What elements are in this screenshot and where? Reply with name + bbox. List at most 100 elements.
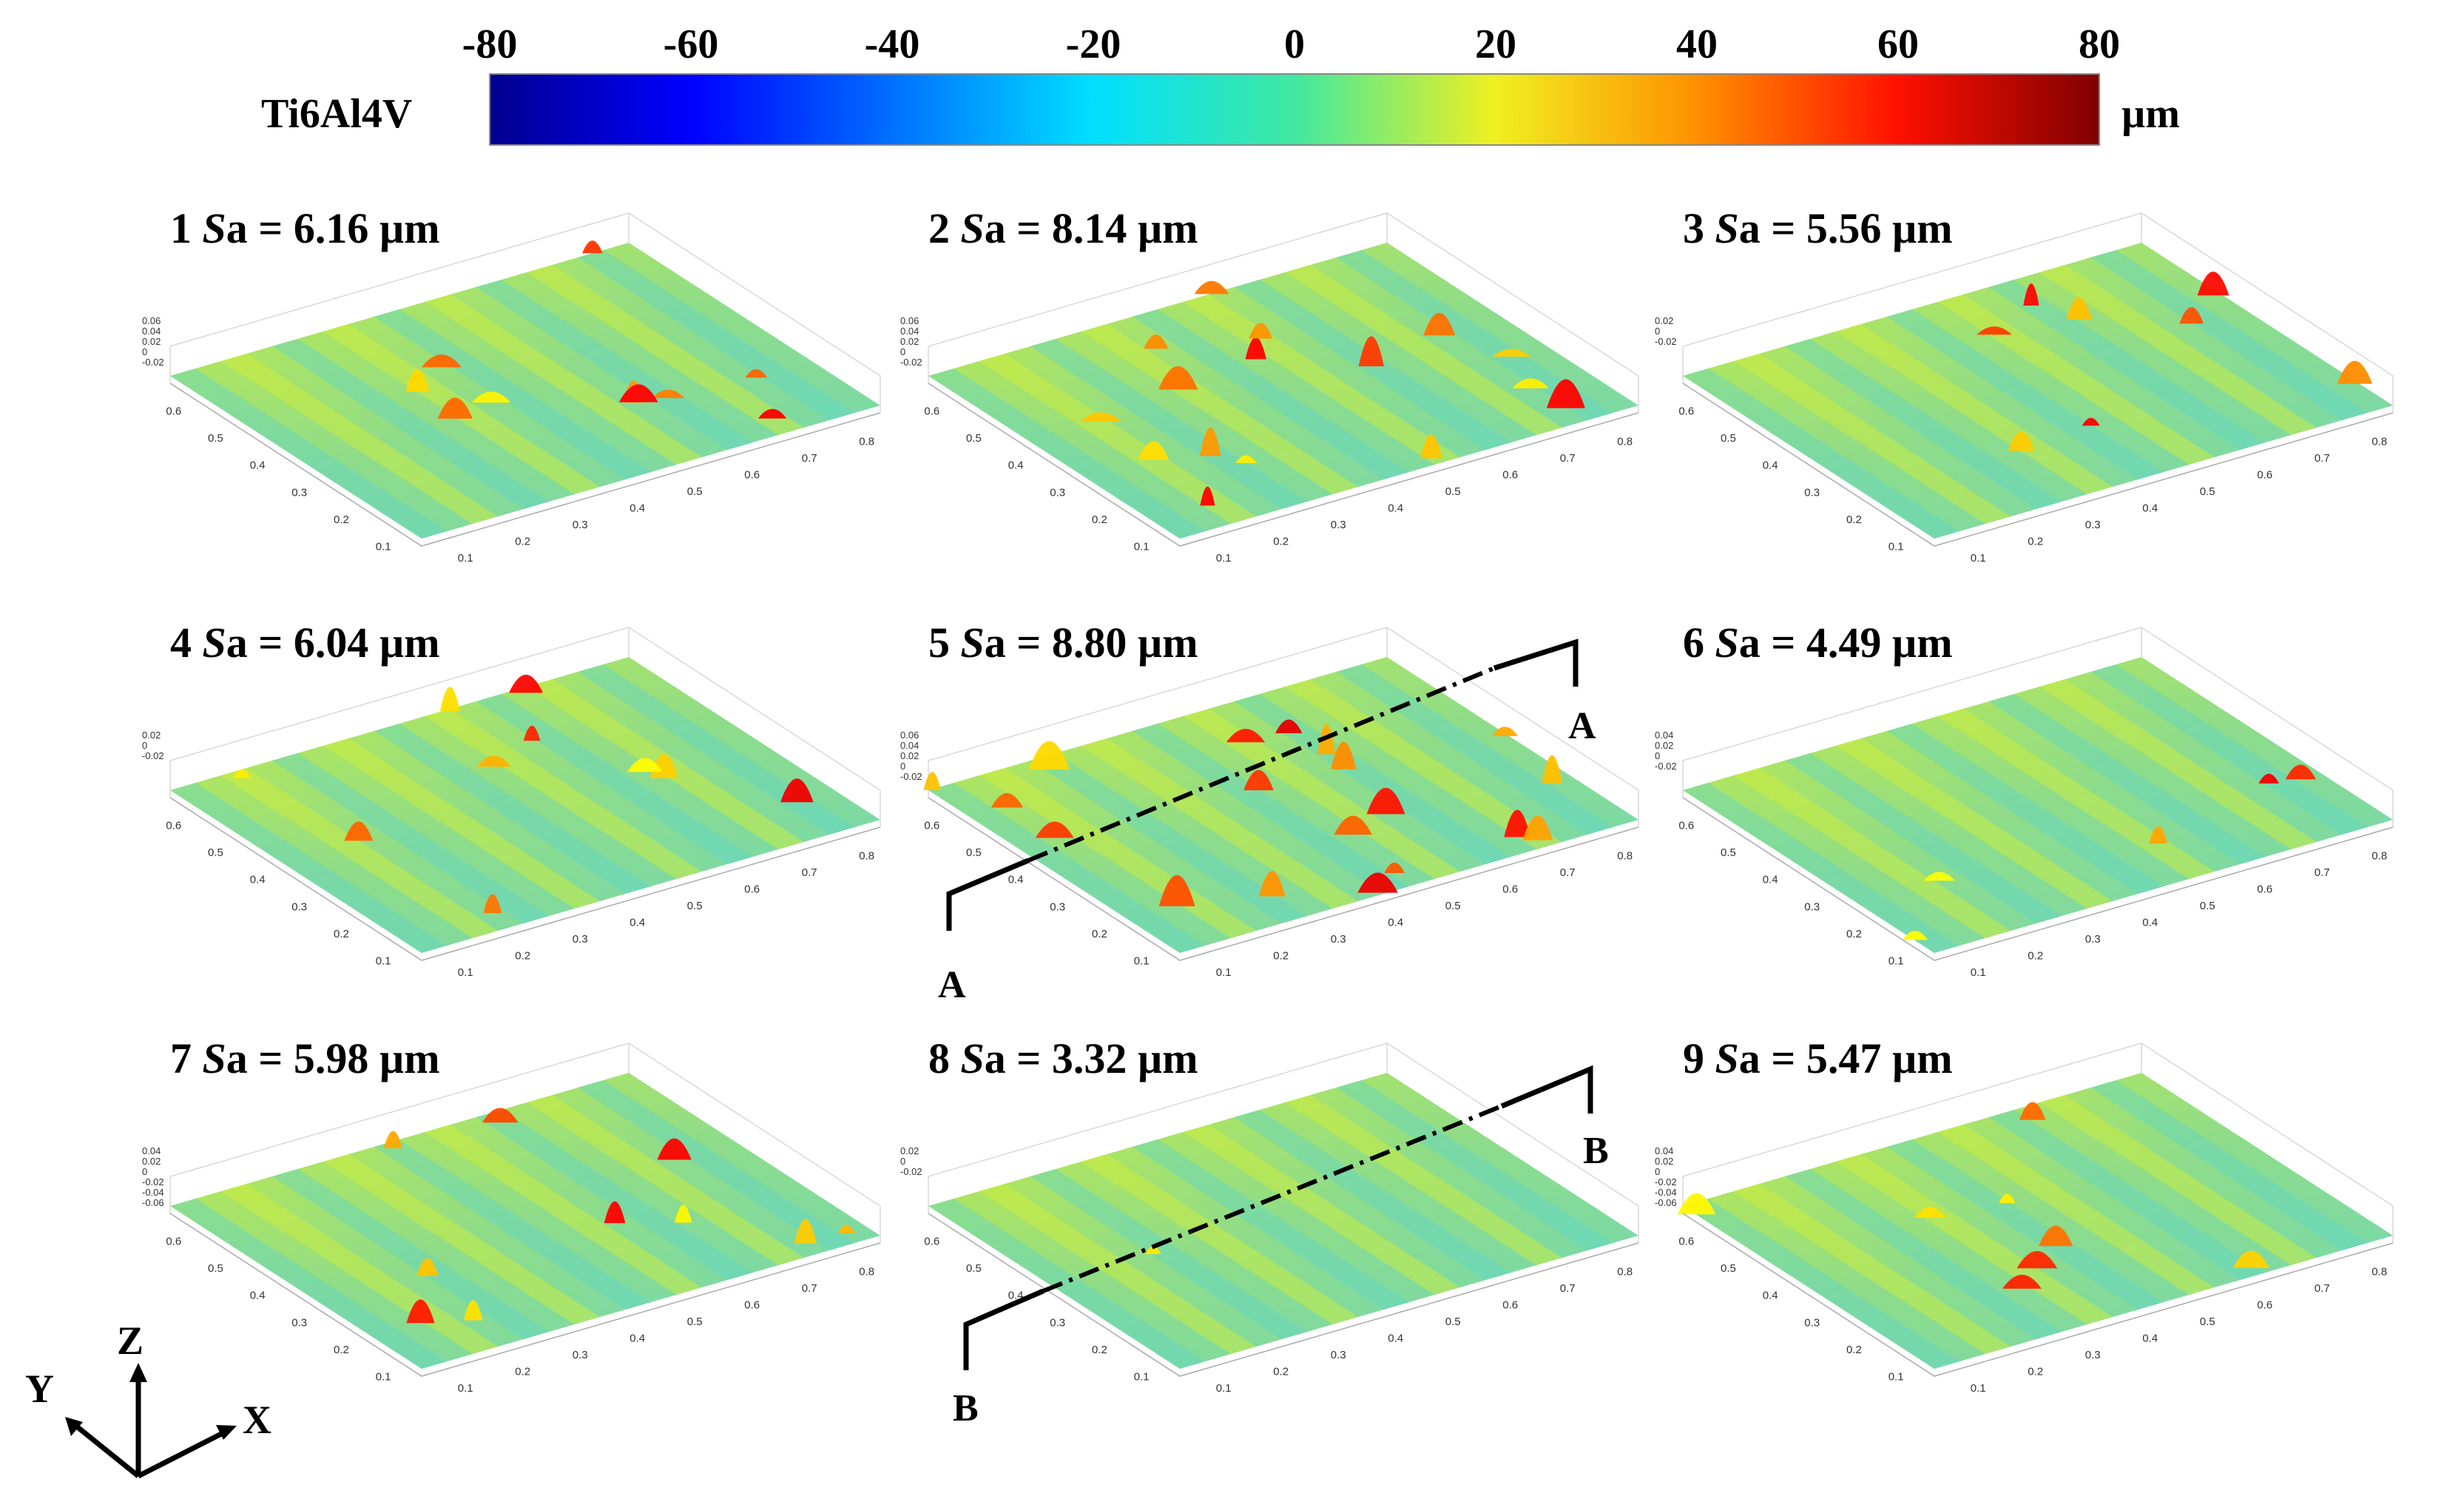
y-tick-label: 0.2 (1092, 1344, 1107, 1356)
z-tick-label: -0.02 (900, 357, 922, 368)
panel-number: 4 (170, 619, 203, 667)
x-tick-label: 0.5 (687, 900, 703, 912)
panel-4: 4 Sa = 6.04 µm 0.1 0.2 0.3 0.4 0.5 0.6 0.7 0.8 0.… (142, 619, 881, 979)
surface (928, 657, 1638, 953)
x-tick-label: 0.2 (1273, 949, 1289, 962)
x-tick-label: 0.4 (2142, 916, 2158, 929)
x-tick-label: 0.5 (1445, 485, 1461, 498)
y-tick-label: 0.1 (1888, 955, 1904, 968)
x-tick-label: 0.4 (1388, 1332, 1403, 1344)
panel-title: 2 Sa = 8.14 µm (928, 204, 1198, 252)
x-tick-label: 0.5 (1445, 1316, 1461, 1328)
surface-bands (170, 1080, 855, 1369)
y-tick-label: 0.4 (1763, 1290, 1778, 1302)
z-tick-label: 0.02 (900, 1145, 919, 1156)
x-tick-label: 0.1 (1971, 966, 1986, 979)
surface-peaks (1080, 280, 1585, 506)
axes-box (928, 627, 1639, 827)
y-tick-label: 0.3 (291, 900, 307, 913)
panel-number: 2 (928, 204, 961, 252)
z-tick-label: -0.02 (900, 771, 922, 782)
surface-bands (1683, 664, 2368, 953)
z-tick-label: 0.06 (900, 315, 919, 326)
surface-panels: 1 Sa = 6.16 µm 0.1 0.2 0.3 0.4 0.5 0.6 0.7 0.8 0.… (142, 204, 2394, 1395)
y-tick-label: 0.2 (334, 1344, 349, 1356)
z-tick-label: 0 (1655, 1166, 1660, 1177)
surface-bands (928, 1080, 1613, 1369)
x-tick-label: 0.3 (1331, 519, 1346, 531)
surface-peaks (1977, 272, 2373, 451)
x-tick-label: 0.1 (1971, 1382, 1986, 1395)
panel-7: 7 Sa = 5.98 µm 0.1 0.2 0.3 0.4 0.5 0.6 0.7 0.8 0.… (142, 1034, 881, 1395)
x-tick-label: 0.1 (1971, 552, 1986, 565)
sa-value: a = 8.14 µm (985, 204, 1198, 252)
x-tick-label: 0.6 (744, 1298, 760, 1311)
x-tick-label: 0.4 (2142, 502, 2158, 514)
panel-title: 7 Sa = 5.98 µm (170, 1034, 440, 1082)
surface (928, 1073, 1638, 1369)
colorbar-tick-label: -80 (462, 21, 518, 67)
y-tick-label: 0.6 (1678, 405, 1694, 417)
panel-6: 6 Sa = 4.49 µm 0.1 0.2 0.3 0.4 0.5 0.6 0.7 0.8 0.… (1655, 619, 2394, 979)
panel-title: 3 Sa = 5.56 µm (1683, 204, 1953, 252)
y-tick-label: 0.3 (1804, 900, 1820, 913)
x-tick-label: 0.2 (1273, 535, 1289, 548)
y-tick-label: 0.3 (291, 1316, 307, 1329)
y-tick-label: 0.2 (1846, 513, 1862, 526)
z-tick-label: 0.06 (142, 315, 161, 326)
colorbar-unit: µm (2122, 91, 2180, 137)
z-tick-label: 0.04 (1655, 1145, 1673, 1156)
x-tick-label: 0.8 (2372, 849, 2387, 862)
z-tick-label: -0.02 (900, 1166, 922, 1177)
y-tick-label: 0.6 (166, 1235, 181, 1247)
surface (928, 243, 1638, 539)
x-tick-label: 0.6 (1502, 883, 1518, 895)
x-tick-label: 0.7 (2315, 1282, 2330, 1295)
y-tick-label: 0.6 (924, 405, 939, 417)
z-tick-label: 0.02 (1655, 1156, 1673, 1167)
y-tick-label: 0.2 (334, 513, 349, 526)
x-tick-label: 0.3 (573, 933, 588, 946)
y-tick-label: 0.6 (1678, 819, 1694, 832)
x-tick-label: 0.1 (1216, 966, 1232, 979)
box-edges (1682, 1213, 2394, 1377)
y-tick-label: 0.5 (208, 1262, 223, 1275)
surface-bands (1683, 1080, 2368, 1369)
y-tick-label: 0.1 (1888, 541, 1904, 553)
y-tick-label: 0.5 (1721, 1262, 1736, 1275)
x-tick-label: 0.8 (2372, 435, 2387, 448)
y-tick-label: 0.6 (924, 819, 939, 832)
surface-peaks (232, 674, 814, 914)
z-tick-label: 0 (900, 1156, 905, 1167)
z-tick-label: 0.02 (900, 750, 919, 761)
section-line (1027, 666, 1496, 863)
surface-peaks (383, 1108, 855, 1324)
x-tick-label: 0.3 (2085, 1349, 2101, 1361)
sa-value: a = 8.80 µm (985, 619, 1198, 667)
x-tick-label: 0.2 (515, 949, 530, 962)
z-tick-label: 0 (900, 761, 905, 772)
z-tick-label: 0.06 (900, 730, 919, 741)
x-tick-label: 0.2 (2028, 535, 2043, 548)
z-tick-label: -0.02 (1655, 761, 1677, 772)
x-tick-label: 0.2 (1273, 1365, 1289, 1378)
y-tick-label: 0.3 (1804, 1316, 1820, 1329)
x-tick-label: 0.7 (2315, 452, 2330, 465)
z-tick-label: 0.02 (142, 730, 161, 741)
y-tick-label: 0.5 (966, 846, 982, 859)
surface-peaks (1145, 1246, 1161, 1254)
y-tick-label: 0.3 (1050, 900, 1065, 913)
y-tick-label: 0.1 (376, 541, 391, 553)
x-tick-label: 0.3 (2085, 519, 2101, 531)
y-tick-label: 0.1 (1134, 955, 1150, 968)
z-tick-label: 0 (1655, 750, 1660, 761)
panel-number: 3 (1683, 204, 1715, 252)
x-tick-label: 0.6 (1502, 468, 1518, 481)
x-tick-label: 0.6 (2257, 883, 2272, 895)
z-tick-label: 0.04 (900, 740, 919, 751)
panel-title: 4 Sa = 6.04 µm (170, 619, 440, 667)
colorbar-tick-label: 40 (1676, 21, 1718, 67)
x-tick-label: 0.1 (1216, 552, 1232, 565)
